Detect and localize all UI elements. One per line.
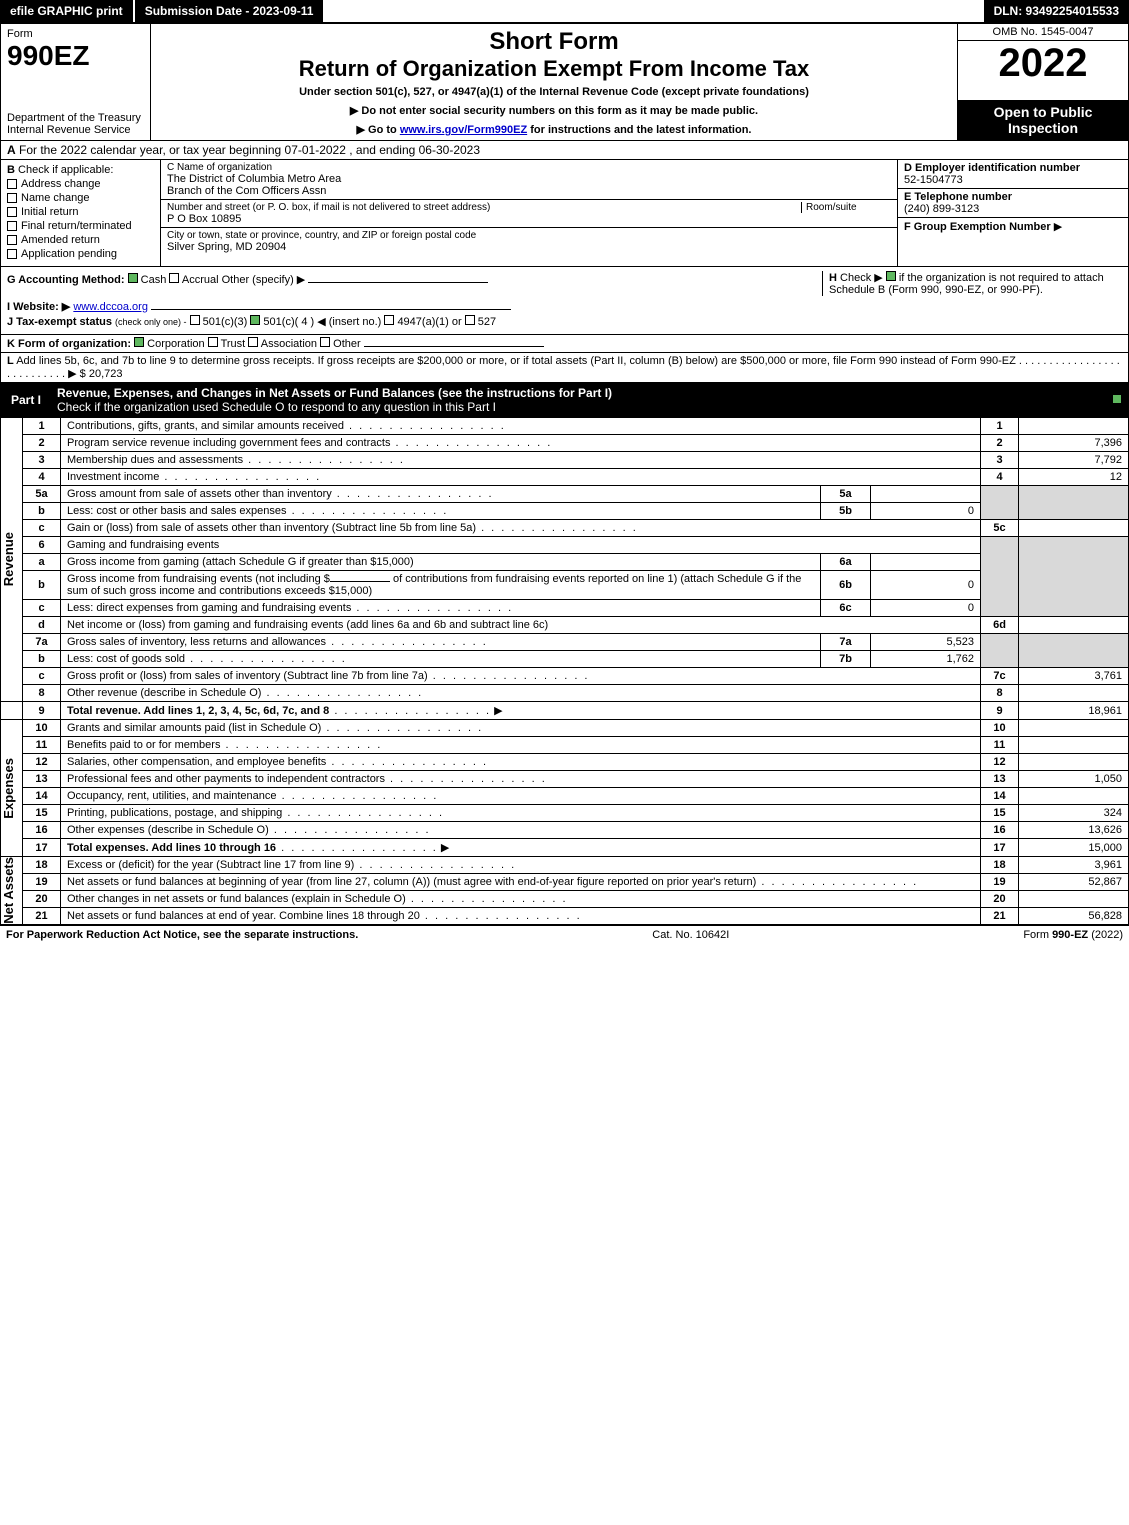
b-checkbox-line: Final return/terminated [7,220,154,232]
row-bcdef: B Check if applicable: Address changeNam… [0,160,1129,267]
section-k: K Form of organization: Corporation Trus… [0,335,1129,353]
footer: For Paperwork Reduction Act Notice, see … [0,925,1129,944]
submission-date: Submission Date - 2023-09-11 [135,0,326,22]
department-label: Department of the Treasury Internal Reve… [7,112,144,136]
footer-right: Form 990-EZ (2022) [1023,929,1123,941]
b-checkbox-0[interactable] [7,179,17,189]
b-checkbox-label: Address change [21,178,101,190]
line-j: J Tax-exempt status (check only one) - 5… [7,315,1122,328]
phone-row: E Telephone number (240) 899-3123 [898,189,1128,218]
cash-checkbox[interactable] [128,273,138,283]
section-a-text: For the 2022 calendar year, or tax year … [19,143,480,157]
netassets-vlabel: Net Assets [1,857,23,925]
col-de: D Employer identification number 52-1504… [898,160,1128,266]
j-527-checkbox[interactable] [465,315,475,325]
form-id-block: Form 990EZ Department of the Treasury In… [1,24,151,140]
other-specify-input[interactable] [308,282,488,283]
expenses-vlabel: Expenses [1,720,23,857]
short-form-title: Short Form [157,28,951,56]
instr-line-1: ▶ Do not enter social security numbers o… [157,104,951,117]
form-number: 990EZ [7,40,144,72]
return-title: Return of Organization Exempt From Incom… [157,56,951,82]
b-checkbox-label: Final return/terminated [21,220,132,232]
b-checkbox-5[interactable] [7,249,17,259]
row-ghij: G Accounting Method: Cash Accrual Other … [0,267,1129,335]
b-checkbox-4[interactable] [7,235,17,245]
dln-label: DLN: 93492254015533 [984,0,1129,22]
part-1-label: Part I [7,393,45,407]
open-public-badge: Open to Public Inspection [958,100,1128,140]
part-1-check [1112,393,1122,407]
ein-row: D Employer identification number 52-1504… [898,160,1128,189]
topbar: efile GRAPHIC print Submission Date - 20… [0,0,1129,24]
efile-print-button[interactable]: efile GRAPHIC print [0,0,135,22]
footer-left: For Paperwork Reduction Act Notice, see … [6,929,358,941]
irs-link[interactable]: www.irs.gov/Form990EZ [400,124,527,136]
instr-line-2: ▶ Go to www.irs.gov/Form990EZ for instru… [157,123,951,136]
part-1-header: Part I Revenue, Expenses, and Changes in… [0,383,1129,418]
city-row: City or town, state or province, country… [161,228,897,255]
j-501c3-checkbox[interactable] [190,315,200,325]
b-checkbox-line: Application pending [7,248,154,260]
form-header: Form 990EZ Department of the Treasury In… [0,24,1129,141]
b-checkbox-label: Name change [21,192,90,204]
omb-number: OMB No. 1545-0047 [958,24,1128,41]
k-corp-checkbox[interactable] [134,337,144,347]
b-checkbox-1[interactable] [7,193,17,203]
section-a-label: A [7,143,16,157]
b-checkbox-label: Amended return [21,234,100,246]
street-row: Number and street (or P. O. box, if mail… [161,200,897,228]
b-checkbox-line: Amended return [7,234,154,246]
tax-year: 2022 [958,41,1128,86]
footer-mid: Cat. No. 10642I [652,929,729,941]
revenue-vlabel: Revenue [1,418,23,702]
k-trust-checkbox[interactable] [208,337,218,347]
line-h: H Check ▶ if the organization is not req… [822,271,1122,296]
section-a: A For the 2022 calendar year, or tax yea… [0,141,1129,160]
col-cde: C Name of organization The District of C… [161,160,1128,266]
b-checkbox-2[interactable] [7,207,17,217]
section-l: L Add lines 5b, 6c, and 7b to line 9 to … [0,353,1129,383]
b-checkbox-label: Initial return [21,206,78,218]
form-label: Form [7,28,144,40]
year-block: OMB No. 1545-0047 2022 Open to Public In… [958,24,1128,140]
k-other-checkbox[interactable] [320,337,330,347]
under-section: Under section 501(c), 527, or 4947(a)(1)… [157,86,951,98]
form-title-block: Short Form Return of Organization Exempt… [151,24,958,140]
b-checkbox-line: Initial return [7,206,154,218]
part-1-title: Revenue, Expenses, and Changes in Net As… [57,386,612,414]
schedule-b-checkbox[interactable] [886,271,896,281]
lines-table: Revenue 1Contributions, gifts, grants, a… [0,418,1129,925]
b-checkbox-line: Address change [7,178,154,190]
topbar-spacer [325,0,983,22]
accrual-checkbox[interactable] [169,273,179,283]
col-b: B Check if applicable: Address changeNam… [1,160,161,266]
b-checkbox-label: Application pending [21,248,117,260]
j-4947-checkbox[interactable] [384,315,394,325]
part1-schedule-o-checkbox[interactable] [1112,394,1122,404]
k-other-input[interactable] [364,346,544,347]
col-c: C Name of organization The District of C… [161,160,898,266]
k-assoc-checkbox[interactable] [248,337,258,347]
b-checkbox-3[interactable] [7,221,17,231]
j-501c-checkbox[interactable] [250,315,260,325]
b-checkbox-line: Name change [7,192,154,204]
website-link[interactable]: www.dccoa.org [73,301,148,313]
group-exemption-row: F Group Exemption Number ▶ [898,218,1128,235]
org-name-row: C Name of organization The District of C… [161,160,897,200]
line-i: I Website: ▶ www.dccoa.org [7,300,1122,313]
